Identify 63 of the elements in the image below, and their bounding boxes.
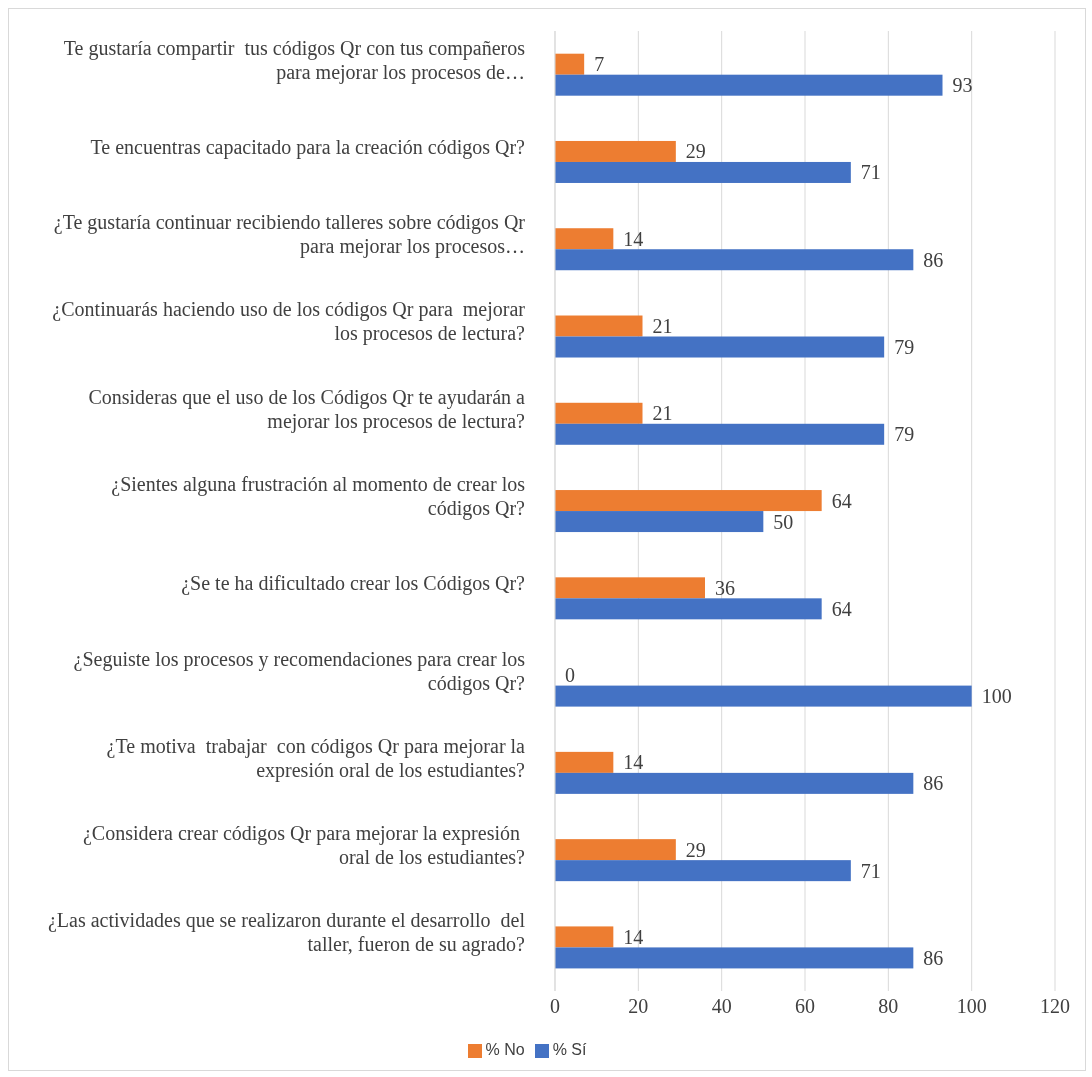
data-label: 64 [831, 489, 852, 512]
bar [555, 598, 822, 620]
x-tick-label: 40 [711, 995, 732, 1018]
data-label: 21 [652, 402, 673, 425]
data-label: 71 [860, 161, 881, 184]
y-tick-label: ¿Considera crear códigos Qr para mejorar la expresión oral de los estudiantes? [82, 822, 526, 869]
bar [555, 423, 885, 445]
data-label: 50 [773, 510, 794, 533]
y-tick-label: Te encuentras capacitado para la creación códigos Qr? [90, 135, 526, 159]
bar [555, 161, 851, 183]
bar [555, 860, 851, 882]
data-label: 14 [623, 751, 644, 774]
x-tick-label: 0 [550, 995, 560, 1018]
data-label: 29 [685, 838, 706, 861]
bar [555, 140, 676, 162]
data-label: 86 [923, 772, 944, 795]
bar [555, 315, 643, 337]
data-label: 7 [594, 53, 605, 76]
y-tick-label: Te gustaría compartir tus códigos Qr con tus compañeros para mejorar los procesos de… [63, 36, 526, 84]
bar [555, 839, 676, 861]
y-tick-label: ¿Te gustaría continuar recibiendo talleres sobre códigos Qr para mejorar los procesos… [53, 211, 526, 259]
x-tick-label: 60 [795, 995, 815, 1018]
data-label: 86 [923, 248, 944, 271]
legend-label: % No [485, 1041, 525, 1058]
data-label: 93 [952, 74, 973, 97]
bar [555, 685, 972, 707]
data-label: 14 [623, 227, 644, 250]
y-tick-label: ¿Te motiva trabajar con códigos Qr para mejorar la expresión oral de los estudiantes? [106, 734, 526, 782]
bar [555, 751, 614, 773]
data-label: 100 [981, 685, 1012, 708]
data-label: 29 [685, 140, 706, 163]
data-label: 21 [652, 315, 673, 338]
y-tick-label: ¿Seguiste los procesos y recomendaciones para crear los códigos Qr? [73, 647, 526, 695]
y-tick-label: ¿Las actividades que se realizaron durante el desarrollo del taller, fueron de su agrado? [47, 909, 526, 957]
bar [555, 336, 885, 358]
legend-label: % Sí [552, 1041, 587, 1058]
y-tick-label: ¿Sientes alguna frustración al momento de crear los códigos Qr? [111, 473, 526, 520]
data-label: 64 [831, 597, 852, 620]
x-tick-label: 120 [1040, 995, 1070, 1018]
x-tick-label: 80 [878, 995, 899, 1018]
x-tick-label: 100 [956, 995, 987, 1018]
bar [555, 577, 705, 599]
bar [555, 490, 822, 512]
bar [555, 53, 585, 75]
data-label: 79 [894, 336, 915, 359]
bar [555, 511, 764, 533]
data-label: 14 [623, 925, 644, 948]
y-tick-label: Consideras que el uso de los Códigos Qr te ayudarán a mejorar los procesos de lectura? [88, 385, 526, 433]
bar [555, 947, 914, 969]
y-tick-label: ¿Se te ha dificultado crear los Códigos Qr? [181, 572, 526, 596]
data-label: 71 [860, 859, 881, 882]
bar [555, 926, 614, 948]
bar [555, 228, 614, 250]
data-label: 36 [715, 576, 735, 599]
y-tick-label: ¿Continuarás haciendo uso de los códigos Qr para mejorar los procesos de lectura? [52, 298, 526, 346]
bar [555, 772, 914, 794]
data-label: 86 [923, 946, 944, 969]
bar [555, 74, 943, 96]
bar [555, 402, 643, 424]
bar [555, 249, 914, 271]
data-label: 0 [565, 664, 575, 687]
data-label: 79 [894, 423, 915, 446]
x-tick-label: 20 [628, 995, 649, 1018]
